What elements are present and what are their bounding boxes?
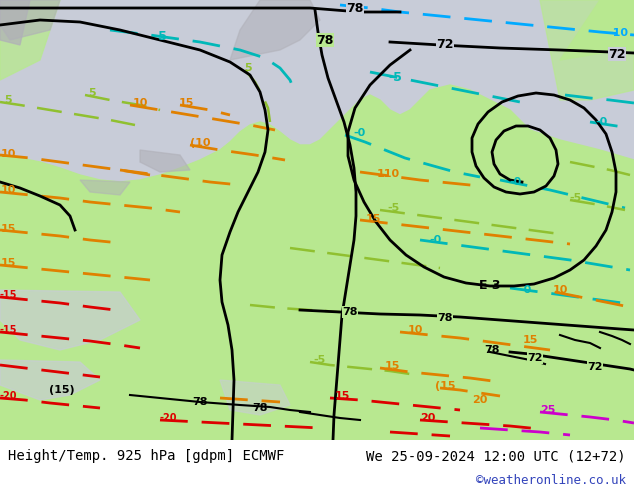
Text: 15: 15: [0, 258, 16, 268]
Polygon shape: [240, 80, 310, 120]
Polygon shape: [140, 150, 190, 172]
Text: 72: 72: [436, 38, 454, 50]
Text: -0: -0: [354, 128, 366, 138]
Text: -5: -5: [153, 29, 167, 43]
Text: 78: 78: [192, 397, 208, 407]
Text: (15: (15: [435, 381, 455, 391]
Text: Height/Temp. 925 hPa [gdpm] ECMWF: Height/Temp. 925 hPa [gdpm] ECMWF: [8, 449, 285, 463]
Text: 72: 72: [527, 353, 543, 363]
Text: -10: -10: [608, 28, 628, 38]
Polygon shape: [220, 380, 290, 415]
Text: -0: -0: [509, 177, 521, 187]
Text: -5: -5: [388, 71, 402, 83]
Text: -0: -0: [429, 235, 441, 245]
Polygon shape: [0, 0, 60, 40]
Text: 15: 15: [365, 214, 380, 224]
Text: 15: 15: [384, 361, 399, 371]
Text: ©weatheronline.co.uk: ©weatheronline.co.uk: [476, 473, 626, 487]
Text: We 25-09-2024 12:00 UTC (12+72): We 25-09-2024 12:00 UTC (12+72): [366, 449, 626, 463]
Polygon shape: [560, 0, 634, 60]
Text: 5: 5: [4, 95, 12, 105]
Text: -5: -5: [314, 355, 326, 365]
Text: 20: 20: [472, 395, 488, 405]
Text: 10: 10: [407, 325, 423, 335]
Text: 5: 5: [244, 63, 252, 73]
Text: 10: 10: [552, 285, 567, 295]
Text: -0: -0: [519, 285, 531, 295]
Text: 78: 78: [437, 313, 453, 323]
Text: 15: 15: [522, 335, 538, 345]
Polygon shape: [0, 85, 634, 440]
Text: 10: 10: [0, 185, 16, 195]
Text: 10: 10: [0, 149, 16, 159]
Text: -5: -5: [388, 203, 400, 213]
Text: 15: 15: [178, 98, 194, 108]
Text: -15: -15: [0, 325, 16, 335]
Text: 10: 10: [133, 98, 148, 108]
Text: -15: -15: [0, 290, 16, 300]
Polygon shape: [0, 360, 100, 400]
Text: 78: 78: [346, 1, 364, 15]
Polygon shape: [0, 290, 140, 350]
Text: -20: -20: [159, 413, 177, 423]
Polygon shape: [80, 180, 130, 195]
Text: 72: 72: [587, 362, 603, 372]
Text: 25: 25: [540, 405, 555, 415]
Text: 78: 78: [316, 33, 333, 47]
Polygon shape: [0, 0, 30, 45]
Text: 110: 110: [377, 169, 399, 179]
Text: 78: 78: [484, 345, 500, 355]
Text: 78: 78: [342, 307, 358, 317]
Text: -20: -20: [0, 391, 16, 401]
Text: 5: 5: [88, 88, 96, 98]
Text: (15): (15): [49, 385, 75, 395]
Polygon shape: [540, 0, 634, 100]
Text: 15: 15: [0, 224, 16, 234]
Text: E 3: E 3: [479, 278, 501, 292]
Text: -5: -5: [569, 193, 581, 203]
Text: 72: 72: [608, 48, 626, 60]
Text: 78: 78: [252, 403, 268, 413]
Text: (10: (10: [190, 138, 210, 148]
Polygon shape: [230, 0, 320, 60]
Polygon shape: [0, 0, 60, 80]
Text: 20: 20: [420, 413, 436, 423]
Text: 15: 15: [334, 391, 350, 401]
Text: -0: -0: [596, 117, 608, 127]
